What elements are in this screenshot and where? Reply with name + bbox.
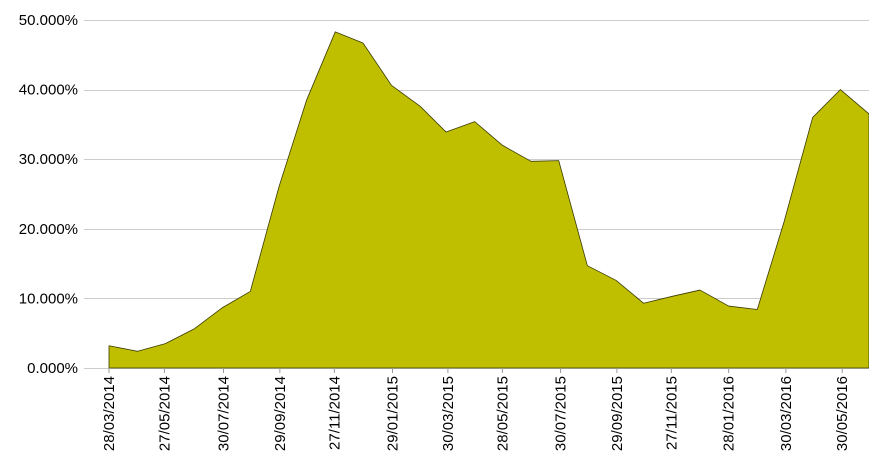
data-point [642,302,644,304]
data-point [811,116,813,118]
x-tick-label: 30/07/2015 [553,376,570,451]
data-point [727,305,729,307]
x-tick-label: 27/11/2014 [326,376,343,450]
data-point [305,99,307,101]
data-point [783,221,785,223]
area-fill [108,31,869,369]
y-axis-ticks: 0.000% 10.000% 20.000% 30.000% 40.000% 50.000… [19,12,78,377]
data-point [362,42,364,44]
x-tick-label: 27/05/2014 [156,376,173,451]
data-point [530,160,532,162]
data-point [108,345,110,347]
x-tick-label: 29/01/2015 [384,376,401,451]
data-point [249,290,251,292]
x-tick-label: 30/07/2014 [216,376,233,451]
x-axis-ticks: 28/03/2014 27/05/2014 30/07/2014 29/09/2014… [101,368,851,451]
x-tick-label: 28/01/2016 [721,376,738,451]
area-series [108,31,869,369]
data-point [671,295,673,297]
data-point [193,328,195,330]
y-tick-label: 10.000% [19,290,78,307]
data-point [334,31,336,33]
y-tick-label: 40.000% [19,82,78,99]
data-point [756,308,758,310]
x-tick-label: 30/03/2015 [440,376,457,451]
x-tick-label: 30/03/2016 [778,376,795,451]
x-tick-label: 29/09/2014 [272,376,289,451]
x-tick-label: 28/05/2015 [494,376,511,451]
data-point [473,120,475,122]
data-point [390,84,392,86]
data-point [615,279,617,281]
data-point [220,307,222,309]
data-point [699,289,701,291]
data-point [839,88,841,90]
data-point [558,159,560,161]
data-point [586,264,588,266]
x-tick-label: 27/11/2015 [663,376,680,450]
y-tick-label: 50.000% [19,12,78,29]
x-tick-label: 29/09/2015 [609,376,626,451]
data-point [164,342,166,344]
data-point [136,350,138,352]
data-point [419,105,421,107]
data-point [501,144,503,146]
x-tick-label: 28/03/2014 [101,376,118,451]
y-tick-label: 20.000% [19,221,78,238]
y-tick-label: 0.000% [27,360,78,377]
x-tick-label: 30/05/2016 [834,376,851,451]
y-tick-label: 30.000% [19,151,78,168]
data-point [278,186,280,188]
data-point [445,131,447,133]
